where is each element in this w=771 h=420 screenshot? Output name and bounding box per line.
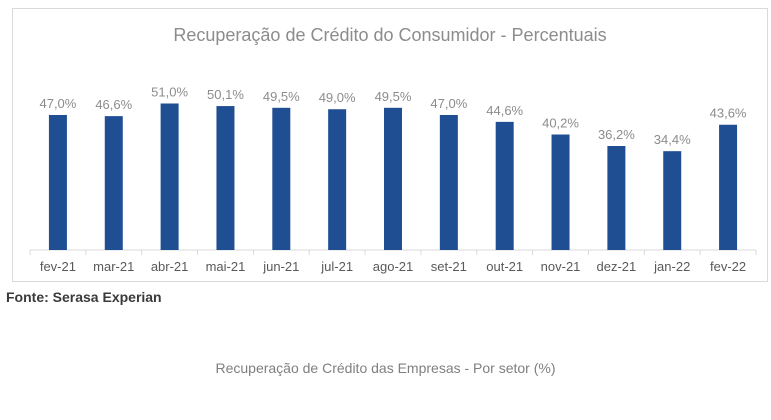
x-tick-label: mai-21 — [206, 259, 246, 274]
bar-jul-21 — [328, 109, 347, 251]
data-label: 34,4% — [654, 132, 691, 147]
chart-frame: Recuperação de Crédito do Consumidor - P… — [12, 8, 768, 282]
bar-jun-21 — [272, 107, 291, 250]
data-label: 51,0% — [151, 84, 188, 99]
bar-jan-22 — [663, 151, 682, 250]
bar-fev-22 — [719, 124, 738, 250]
data-label: 50,1% — [207, 87, 244, 102]
x-tick-label: nov-21 — [541, 259, 581, 274]
x-tick-label: mar-21 — [93, 259, 134, 274]
data-label: 49,5% — [263, 89, 300, 104]
x-tick-label: ago-21 — [373, 259, 413, 274]
data-label: 44,6% — [486, 103, 523, 118]
bar-out-21 — [495, 121, 514, 250]
x-tick-label: abr-21 — [151, 259, 189, 274]
bar-fev-21 — [48, 114, 67, 251]
x-tick-label: jul-21 — [320, 259, 353, 274]
x-tick-label: fev-21 — [40, 259, 76, 274]
bar-mar-21 — [104, 116, 123, 250]
x-tick-label: jan-22 — [653, 259, 690, 274]
data-label: 47,0% — [39, 96, 76, 111]
chart-title: Recuperação de Crédito do Consumidor - P… — [173, 25, 607, 45]
data-label: 43,6% — [710, 106, 747, 121]
bar-abr-21 — [160, 103, 179, 250]
x-tick-label: set-21 — [431, 259, 467, 274]
x-tick-label: jun-21 — [262, 259, 299, 274]
bar-ago-21 — [384, 107, 402, 250]
x-tick-label: dez-21 — [597, 259, 637, 274]
x-tick-label: out-21 — [486, 259, 523, 274]
source-note: Fonte: Serasa Experian — [6, 289, 162, 305]
data-label: 46,6% — [95, 97, 132, 112]
data-label: 49,0% — [319, 90, 356, 105]
data-label: 47,0% — [430, 96, 467, 111]
bar-set-21 — [439, 114, 458, 251]
bar-chart: 47,0% fev-21 46,6% mar-21 51,0% abr-21 50,1% ma… — [29, 84, 757, 274]
x-tick-label: fev-22 — [710, 259, 746, 274]
data-label: 49,5% — [375, 89, 412, 104]
bar-nov-21 — [551, 134, 570, 250]
bar-mai-21 — [216, 106, 235, 251]
next-chart-title: Recuperação de Crédito das Empresas - Po… — [215, 360, 556, 376]
bar-dez-21 — [607, 146, 626, 250]
data-label: 36,2% — [598, 127, 635, 142]
data-label: 40,2% — [542, 116, 579, 131]
